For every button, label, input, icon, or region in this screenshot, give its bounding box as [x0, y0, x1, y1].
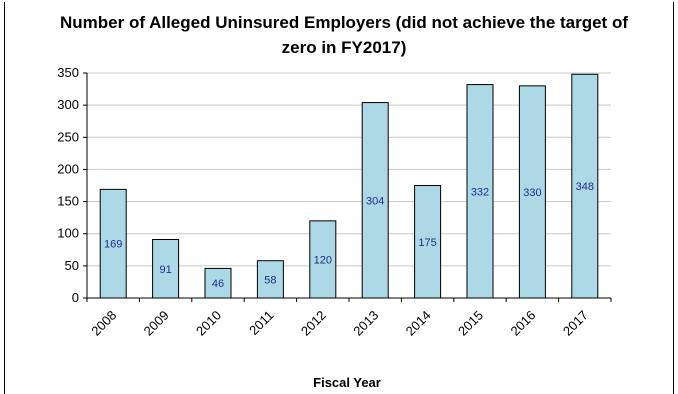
x-tick-label: 2016 — [507, 308, 538, 339]
data-label-2011: 58 — [264, 274, 276, 286]
bar-2015 — [466, 84, 494, 299]
bars: 169 91 46 58 120 304 175 332 330 348 — [99, 73, 599, 299]
bar-2014 — [414, 185, 442, 299]
y-tick-label: 300 — [57, 97, 79, 112]
chart-title-line-2: zero in FY2017) — [282, 38, 407, 57]
y-tick-label: 250 — [57, 129, 79, 144]
x-axis-ticks: 2008 2009 2010 2011 2012 2013 2014 2015 2016 2017 — [86, 298, 612, 339]
y-tick-label: 100 — [57, 226, 79, 241]
x-tick-label: 2012 — [298, 308, 329, 339]
chart-frame: Number of Alleged Uninsured Employers (d… — [4, 2, 674, 394]
data-label-2009: 91 — [159, 264, 171, 276]
y-tick-label: 0 — [72, 290, 79, 305]
data-label-2012: 120 — [314, 254, 332, 266]
data-label-2015: 332 — [471, 186, 489, 198]
x-axis-title: Fiscal Year — [313, 375, 381, 390]
x-tick-label: 2011 — [246, 308, 276, 338]
data-label-2016: 330 — [523, 187, 541, 199]
bar-2013 — [361, 102, 389, 299]
y-tick-label: 50 — [65, 258, 79, 273]
x-tick-label: 2010 — [193, 308, 224, 339]
gridlines — [87, 72, 611, 267]
data-label-2017: 348 — [576, 181, 594, 193]
bar-2017 — [571, 73, 599, 299]
bar-2010 — [204, 267, 232, 299]
chart-title-line-1: Number of Alleged Uninsured Employers (d… — [60, 13, 628, 32]
y-tick-label: 200 — [57, 161, 79, 176]
data-label-2008: 169 — [104, 239, 122, 251]
bar-2012 — [309, 220, 337, 299]
bar-2009 — [152, 239, 180, 299]
y-tick-label: 350 — [57, 65, 79, 80]
data-label-2014: 175 — [418, 237, 436, 249]
data-label-2010: 46 — [212, 278, 224, 290]
x-tick-label: 2009 — [141, 308, 172, 339]
x-tick-label: 2014 — [403, 308, 434, 339]
x-tick-label: 2013 — [350, 308, 381, 339]
x-tick-label: 2015 — [455, 308, 486, 339]
y-axis-ticks: 0 50 100 150 200 250 300 350 — [57, 65, 87, 305]
x-tick-label: 2008 — [88, 308, 119, 339]
data-label-2013: 304 — [366, 195, 384, 207]
y-tick-label: 150 — [57, 194, 79, 209]
bar-chart: Number of Alleged Uninsured Employers (d… — [57, 13, 628, 390]
x-tick-label: 2017 — [560, 308, 591, 339]
